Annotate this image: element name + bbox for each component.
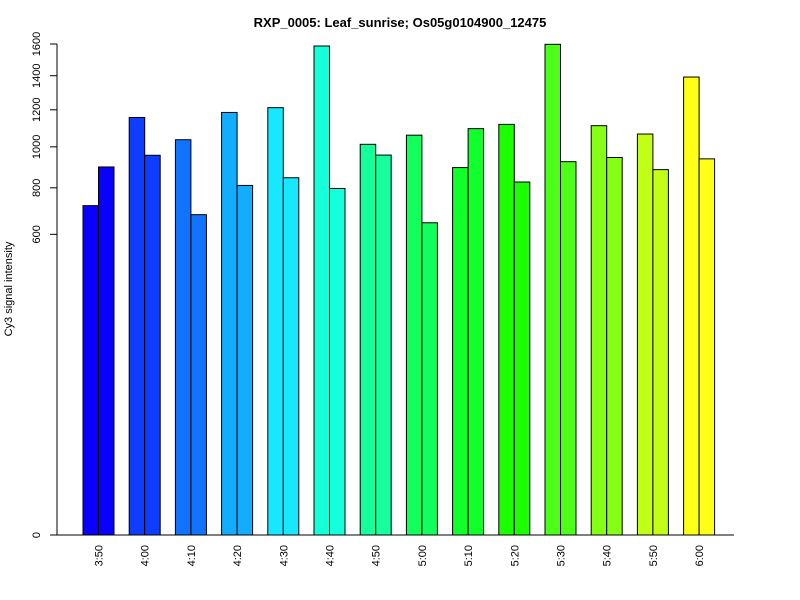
bar-600-2	[698, 158, 716, 536]
bar-440-2	[329, 187, 346, 536]
y-tick-label: 1400	[31, 63, 43, 87]
x-tick-label: 4:00	[140, 545, 152, 566]
bar-600-1	[683, 76, 700, 536]
bar-450-2	[375, 154, 392, 536]
bar-520-1	[498, 123, 515, 536]
x-tick-label: 5:00	[417, 545, 429, 566]
x-tick-label: 4:50	[371, 545, 383, 566]
bar-500-2	[421, 222, 438, 536]
bar-420-2	[236, 184, 254, 536]
bar-530-2	[560, 161, 577, 536]
y-tick-label: 0	[31, 532, 43, 538]
bar-400-1	[128, 116, 146, 536]
x-tick-label: 6:00	[694, 545, 706, 566]
x-tick-label: 5:50	[648, 545, 660, 566]
y-tick-label: 600	[31, 225, 43, 243]
bar-530-1	[544, 43, 561, 536]
x-tick-label: 5:20	[509, 545, 521, 566]
bar-420-1	[221, 111, 238, 536]
bar-520-2	[513, 181, 531, 536]
x-tick-label: 5:10	[463, 545, 475, 566]
x-tick-label: 4:10	[186, 545, 198, 566]
x-tick-label: 4:30	[278, 545, 290, 566]
bar-550-2	[652, 169, 669, 536]
bar-450-1	[359, 143, 377, 536]
bar-500-1	[405, 134, 423, 536]
y-tick-label: 800	[31, 179, 43, 197]
x-tick-label: 3:50	[94, 545, 106, 566]
bar-410-1	[174, 139, 192, 536]
bar-430-1	[267, 107, 284, 536]
bar-540-2	[606, 156, 623, 536]
y-tick-label: 1000	[31, 135, 43, 159]
bar-430-2	[282, 177, 300, 536]
bar-510-2	[467, 128, 485, 536]
x-tick-label: 5:30	[556, 545, 568, 566]
bar-540-1	[590, 125, 608, 536]
bar-350-2	[98, 166, 115, 536]
y-axis-ticks: 0 600 800 1000 1200 1400 1600	[31, 32, 57, 538]
x-axis-tick-labels: 3:50 4:00 4:10 4:20 4:30 4:40 4:50 5:00 5:10 5:20…	[94, 545, 707, 566]
bar-350-1	[82, 205, 99, 536]
bar-510-1	[452, 167, 469, 536]
x-tick-label: 4:40	[325, 545, 337, 566]
y-tick-label: 1200	[31, 98, 43, 122]
x-tick-label: 4:20	[232, 545, 244, 566]
x-tick-label: 5:40	[602, 545, 614, 566]
y-tick-label: 1600	[31, 32, 43, 56]
chart-title: RXP_0005: Leaf_sunrise; Os05g0104900_124…	[254, 15, 547, 30]
bar-410-2	[190, 214, 207, 536]
bar-400-2	[144, 154, 161, 536]
bars-group	[82, 43, 716, 536]
bar-550-1	[636, 133, 654, 536]
bar-440-1	[313, 45, 330, 536]
y-axis-label: Cy3 signal intensity	[3, 241, 15, 336]
